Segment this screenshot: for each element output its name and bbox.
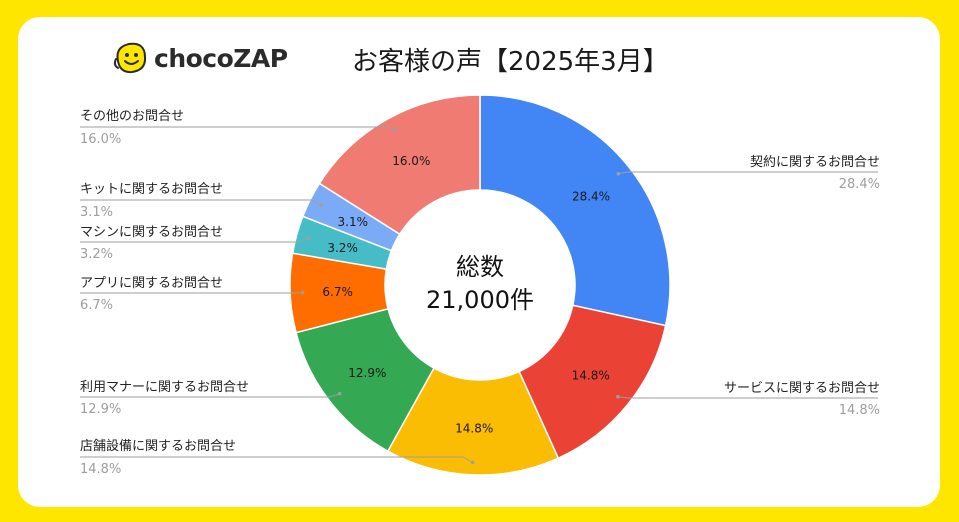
slice-data-label: 6.7% bbox=[322, 285, 353, 299]
leader-line bbox=[618, 171, 878, 175]
category-percent-label: 3.2% bbox=[80, 247, 113, 262]
leader-line bbox=[80, 456, 473, 463]
leader-line bbox=[80, 199, 322, 206]
center-total-value: 21,000件 bbox=[426, 286, 534, 314]
category-label: 利用マナーに関するお問合せ bbox=[80, 380, 249, 395]
center-total-label: 総数 bbox=[456, 253, 504, 281]
category-percent-label: 16.0% bbox=[80, 132, 121, 147]
donut-slice bbox=[386, 367, 560, 476]
leader-dot bbox=[616, 171, 621, 176]
category-label: その他のお問合せ bbox=[80, 109, 184, 124]
slice-data-label: 3.2% bbox=[327, 241, 358, 255]
category-label: 店舗設備に関するお問合せ bbox=[80, 438, 236, 454]
category-percent-label: 14.8% bbox=[80, 462, 121, 477]
slice-data-label: 14.8% bbox=[455, 421, 493, 435]
category-percent-label: 6.7% bbox=[80, 298, 113, 313]
smiley-hand-icon bbox=[113, 42, 147, 74]
slice-data-label: 12.9% bbox=[348, 366, 386, 380]
slice-data-label: 16.0% bbox=[392, 154, 430, 168]
slice-data-label: 28.4% bbox=[572, 190, 610, 204]
slice-data-label: 3.1% bbox=[338, 215, 369, 229]
leader-line bbox=[80, 126, 395, 130]
category-label: 契約に関するお問合せ bbox=[750, 155, 880, 170]
leader-dot bbox=[392, 127, 397, 132]
leader-line bbox=[80, 393, 340, 398]
leader-dot bbox=[337, 391, 342, 396]
chart-title: お客様の声【2025年3月】 bbox=[352, 47, 669, 77]
category-label: マシンに関するお問合せ bbox=[80, 225, 223, 240]
leader-dot bbox=[307, 236, 311, 240]
logo-text: chocoZAP bbox=[154, 43, 288, 73]
brand-logo: chocoZAP bbox=[112, 38, 288, 78]
category-percent-label: 14.8% bbox=[839, 403, 880, 418]
category-percent-label: 28.4% bbox=[839, 177, 880, 192]
slice-data-label: 14.8% bbox=[572, 369, 610, 383]
leader-dot bbox=[319, 203, 324, 207]
donut-slice bbox=[518, 304, 667, 460]
leader-line bbox=[617, 396, 878, 399]
category-label: サービスに関するお問合せ bbox=[724, 381, 880, 396]
donut-slice bbox=[479, 94, 671, 327]
category-percent-label: 12.9% bbox=[80, 402, 121, 417]
leader-dot bbox=[300, 290, 305, 295]
category-label: アプリに関するお問合せ bbox=[80, 276, 223, 291]
donut-slice bbox=[318, 94, 481, 236]
leader-dot bbox=[470, 460, 475, 465]
leader-line bbox=[80, 237, 310, 243]
category-label: キットに関するお問合せ bbox=[80, 182, 223, 197]
leader-dot bbox=[616, 394, 620, 399]
category-percent-label: 3.1% bbox=[80, 205, 113, 220]
